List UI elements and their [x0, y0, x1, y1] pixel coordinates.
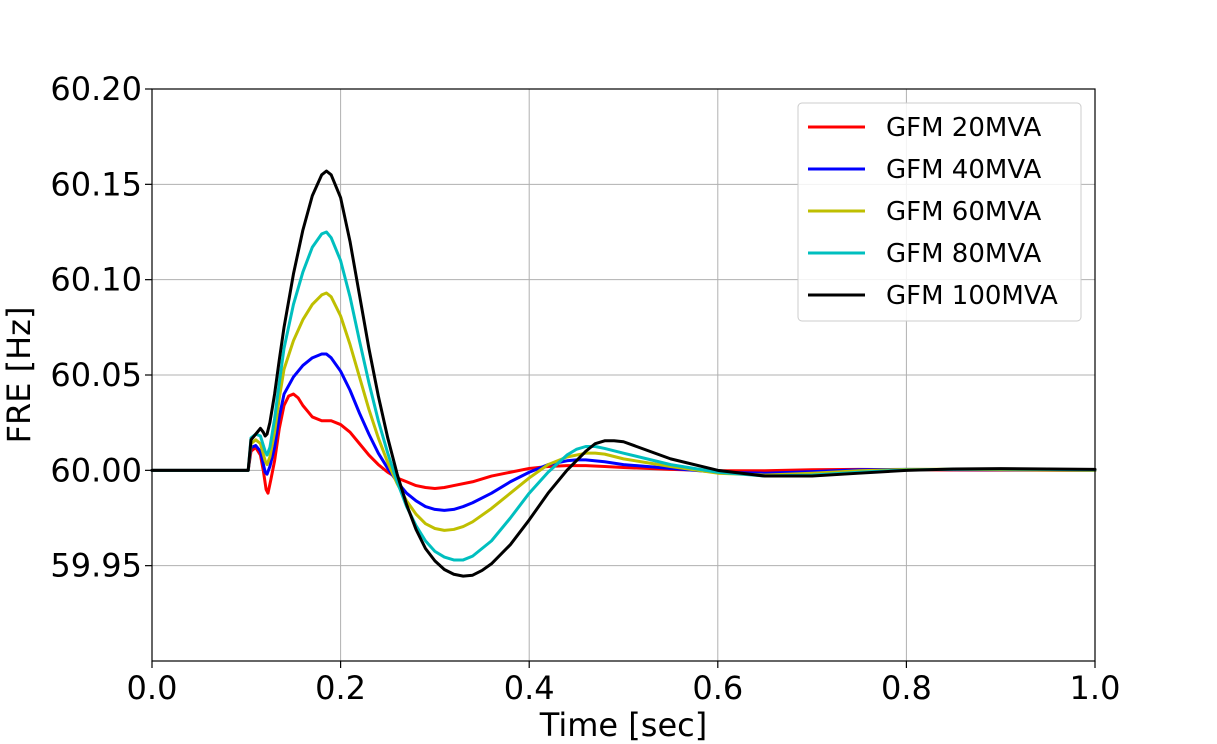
legend-label: GFM 20MVA [886, 113, 1041, 143]
x-axis-ticks: 0.0 0.2 0.4 0.6 0.8 1.0 [127, 661, 1121, 707]
y-tick-label: 60.15 [50, 165, 142, 203]
x-tick-label: 1.0 [1070, 669, 1121, 707]
y-tick-label: 60.00 [50, 451, 142, 489]
legend-label: GFM 100MVA [886, 281, 1058, 311]
y-tick-label: 60.10 [50, 261, 142, 299]
y-tick-label: 60.20 [50, 70, 142, 108]
legend: GFM 20MVA GFM 40MVA GFM 60MVA GFM 80MVA GFM … [797, 102, 1082, 322]
x-tick-label: 0.2 [315, 669, 366, 707]
series-lines [150, 169, 1097, 578]
series-line-gfm-20mva [150, 392, 1097, 495]
series-line-gfm-40mva [150, 352, 1097, 512]
legend-label: GFM 60MVA [886, 197, 1041, 227]
x-tick-label: 0.6 [692, 669, 743, 707]
y-axis-label: FRE [Hz] [0, 307, 38, 444]
legend-box [797, 102, 1082, 322]
legend-label: GFM 80MVA [886, 239, 1041, 269]
y-tick-label: 60.05 [50, 356, 142, 394]
x-tick-label: 0.8 [881, 669, 932, 707]
x-axis-label: Time [sec] [539, 706, 707, 744]
series-line-gfm-60mva [150, 291, 1097, 532]
x-tick-label: 0.4 [504, 669, 555, 707]
y-axis-ticks: 59.95 60.00 60.05 60.10 60.15 60.20 [50, 70, 152, 585]
series-line-gfm-100mva [150, 169, 1097, 578]
y-tick-label: 59.95 [50, 547, 142, 585]
legend-label: GFM 40MVA [886, 155, 1041, 185]
x-tick-label: 0.0 [127, 669, 178, 707]
